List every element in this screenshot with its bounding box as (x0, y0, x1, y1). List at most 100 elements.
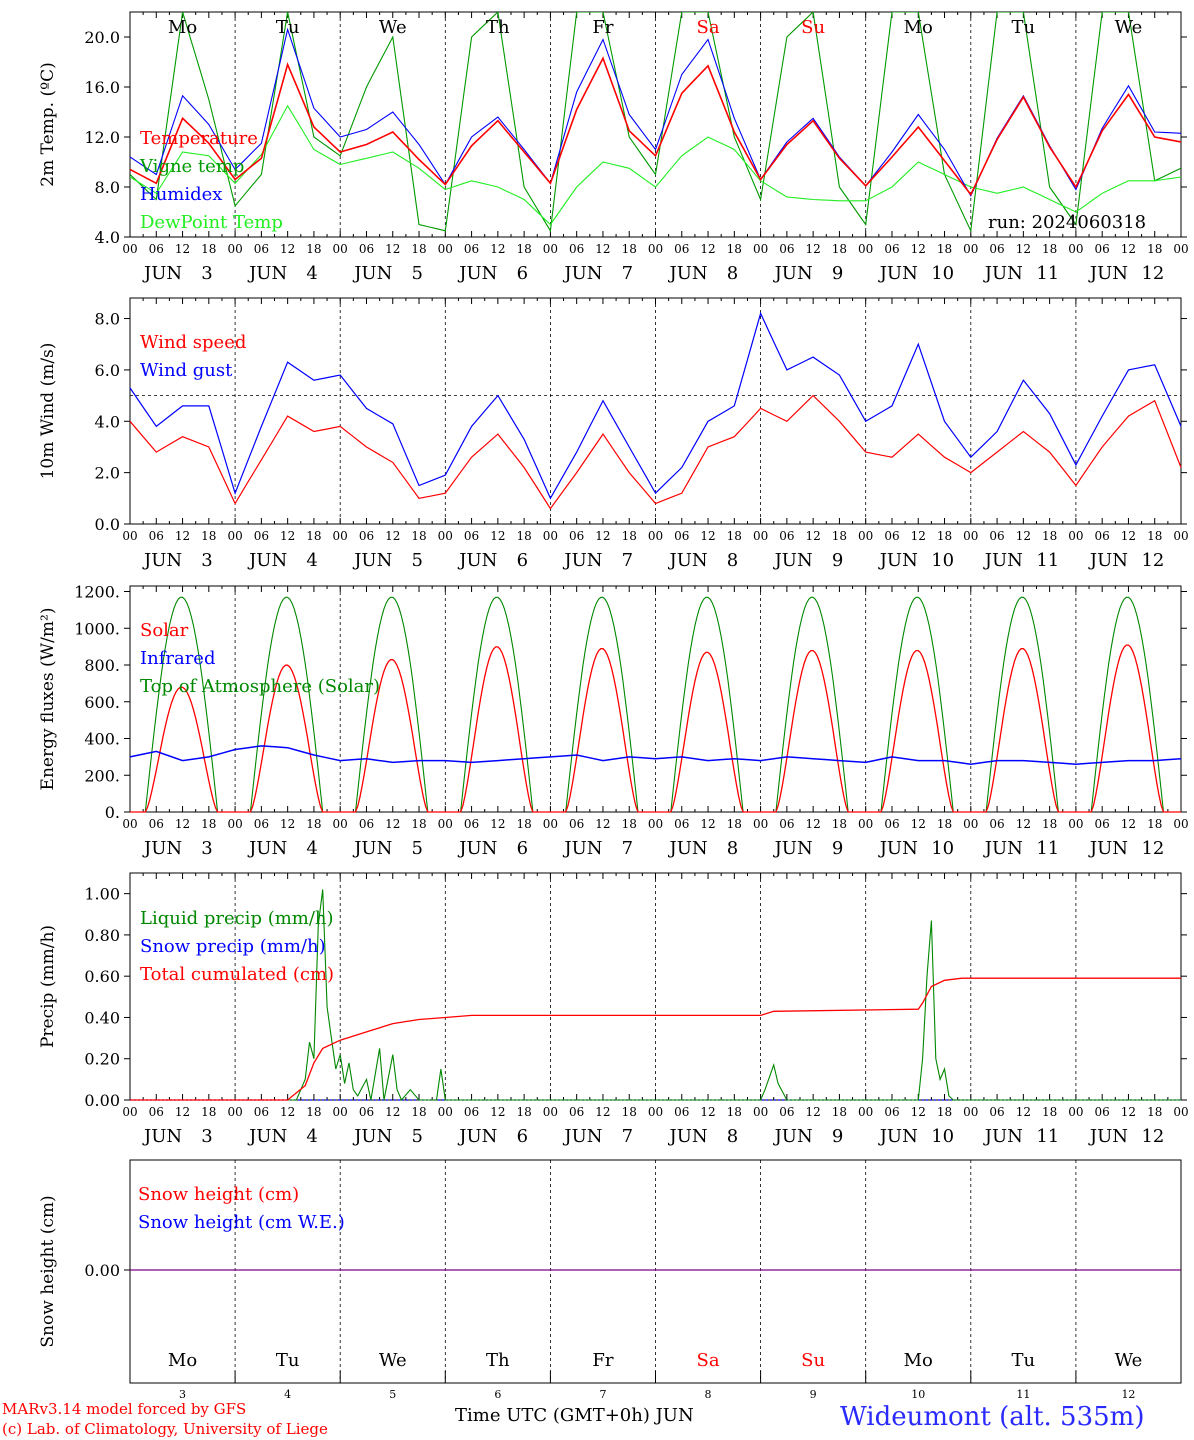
day-number-label: 10 (931, 263, 954, 284)
hour-tick-label: 18 (622, 1105, 637, 1119)
weekday-label: Tu (276, 17, 300, 38)
day-number-label: 5 (411, 838, 422, 859)
y-tick-label: 20.0 (84, 28, 120, 47)
model-credit: MARv3.14 model forced by GFS (2, 1400, 247, 1418)
hour-tick-label: 12 (595, 1105, 610, 1119)
hour-tick-label: 18 (516, 529, 531, 543)
hour-tick-label: 00 (543, 817, 558, 831)
hour-tick-label: 18 (727, 1105, 742, 1119)
hour-tick-label: 12 (1121, 1105, 1136, 1119)
y-axis-title: 10m Wind (m/s) (38, 343, 58, 480)
month-label: JUN (142, 550, 182, 571)
series-line-wind-speed (129, 394, 1182, 510)
month-label: JUN (668, 550, 708, 571)
hour-tick-label: 12 (385, 242, 400, 256)
y-tick-label: 4.0 (95, 412, 120, 431)
hour-tick-label: 06 (569, 817, 584, 831)
month-label: JUN (1088, 263, 1128, 284)
hour-tick-label: 18 (306, 242, 321, 256)
hour-tick-label: 12 (175, 817, 190, 831)
hour-tick-label: 00 (1173, 817, 1188, 831)
hour-tick-label: 12 (700, 1105, 715, 1119)
legend-entry: Temperature (140, 128, 258, 149)
y-tick-label: 1000. (74, 619, 120, 638)
day-number-label: 4 (306, 1126, 317, 1147)
hour-tick-label: 06 (149, 242, 164, 256)
weekday-label: We (1115, 17, 1143, 38)
hour-tick-label: 06 (359, 1105, 374, 1119)
hour-tick-label: 00 (438, 817, 453, 831)
hour-tick-label: 12 (1121, 242, 1136, 256)
month-label: JUN (668, 838, 708, 859)
legend-entry: Wind speed (140, 332, 246, 353)
day-number-label: 7 (622, 1126, 633, 1147)
x-axis-title: Time UTC (GMT+0h) JUN (455, 1405, 694, 1426)
day-number-label: 3 (201, 263, 212, 284)
hour-tick-label: 18 (937, 529, 952, 543)
hour-tick-label: 18 (516, 1105, 531, 1119)
day-number-label: 9 (832, 263, 843, 284)
day-number-label: 12 (1141, 550, 1164, 571)
hour-tick-label: 00 (1173, 242, 1188, 256)
weekday-label: Tu (1012, 17, 1036, 38)
legend-entry: Solar (140, 620, 189, 641)
hour-tick-label: 18 (937, 817, 952, 831)
y-tick-label: 1.00 (84, 885, 120, 904)
month-label: JUN (668, 1126, 708, 1147)
hour-tick-label: 12 (385, 817, 400, 831)
hour-tick-label: 12 (385, 529, 400, 543)
day-number-label: 6 (517, 838, 528, 859)
hour-tick-label: 18 (832, 529, 847, 543)
weekday-label: Sa (697, 1350, 720, 1371)
hour-tick-label: 12 (806, 242, 821, 256)
hour-tick-label: 06 (569, 1105, 584, 1119)
month-label: JUN (562, 1126, 602, 1147)
hour-tick-label: 12 (385, 1105, 400, 1119)
hour-tick-label: 18 (201, 529, 216, 543)
hour-tick-label: 12 (280, 1105, 295, 1119)
hour-tick-label: 12 (175, 242, 190, 256)
hour-tick-label: 18 (201, 817, 216, 831)
legend-entry: Vigne temp (139, 156, 244, 177)
hour-tick-label: 12 (700, 242, 715, 256)
month-label: JUN (878, 263, 918, 284)
y-tick-label: 400. (84, 730, 120, 749)
hour-tick-label: 18 (1147, 529, 1162, 543)
month-label: JUN (773, 550, 813, 571)
hour-tick-label: 12 (1016, 529, 1031, 543)
hour-tick-label: 18 (411, 1105, 426, 1119)
month-label: JUN (142, 1126, 182, 1147)
hour-tick-label: 00 (648, 529, 663, 543)
day-number-label: 8 (705, 1388, 712, 1401)
hour-tick-label: 12 (806, 529, 821, 543)
hour-tick-label: 12 (911, 529, 926, 543)
day-number-label: 3 (179, 1388, 186, 1401)
month-label: JUN (247, 550, 287, 571)
day-number-label: 9 (832, 1126, 843, 1147)
hour-tick-label: 06 (884, 817, 899, 831)
day-number-label: 3 (201, 550, 212, 571)
y-axis-title: Precip (mm/h) (38, 925, 58, 1048)
day-number-label: 4 (284, 1388, 291, 1401)
day-number-label: 11 (1036, 1126, 1059, 1147)
hour-tick-label: 18 (411, 242, 426, 256)
day-number-label: 10 (911, 1388, 925, 1401)
y-tick-label: 2.0 (95, 464, 120, 483)
hour-tick-label: 18 (832, 1105, 847, 1119)
month-label: JUN (457, 838, 497, 859)
day-number-label: 12 (1141, 1126, 1164, 1147)
day-number-label: 6 (517, 1126, 528, 1147)
legend-entry: Humidex (140, 184, 222, 205)
station-title: Wideumont (alt. 535m) (840, 1402, 1145, 1432)
hour-tick-label: 00 (753, 1105, 768, 1119)
month-label: JUN (878, 550, 918, 571)
hour-tick-label: 00 (438, 1105, 453, 1119)
hour-tick-label: 00 (227, 242, 242, 256)
month-label: JUN (983, 1126, 1023, 1147)
month-label: JUN (1088, 550, 1128, 571)
month-label: JUN (352, 838, 392, 859)
day-number-label: 8 (727, 1126, 738, 1147)
hour-tick-label: 18 (516, 817, 531, 831)
hour-tick-label: 18 (727, 529, 742, 543)
y-tick-label: 12.0 (84, 128, 120, 147)
